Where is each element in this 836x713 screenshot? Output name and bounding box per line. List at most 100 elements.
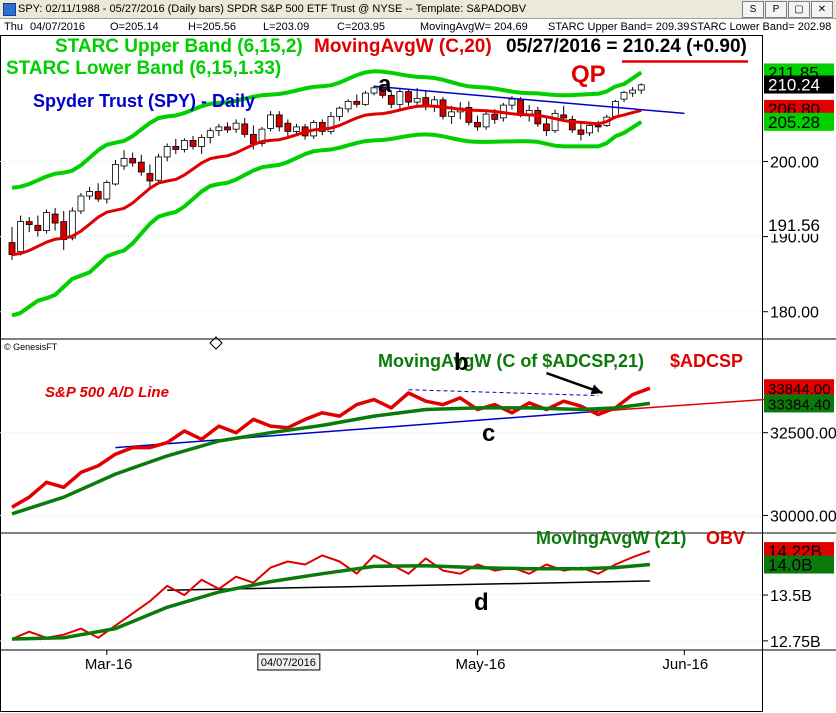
value-label-bg (764, 75, 834, 94)
legend-adcsp: $ADCSP (670, 351, 743, 371)
candle-body (120, 158, 128, 167)
candle-body (612, 100, 619, 117)
close-button[interactable]: ✕ (811, 1, 833, 18)
candle-body (629, 89, 637, 94)
candle (146, 164, 154, 190)
price-panel-title: Spyder Trust (SPY) - Daily (33, 91, 255, 111)
value-label-bg (764, 215, 834, 234)
candle-body (137, 161, 145, 173)
status-open: O=205.14 (110, 21, 159, 33)
value-label-text: 191.56 (768, 216, 820, 235)
candle (163, 143, 171, 162)
candle-body (189, 140, 197, 147)
candle (241, 117, 249, 138)
candle-body (163, 146, 171, 158)
candle-body (43, 212, 50, 231)
value-label: 33384.40 (764, 394, 834, 413)
chart-frame (0, 35, 763, 712)
y-tick-label: 12.75B (770, 634, 821, 651)
chart-area[interactable]: STARC Upper Band (6,15,2) MovingAvgW (C,2… (0, 35, 836, 713)
value-label-text: 33384.40 (768, 396, 831, 413)
candle (430, 96, 438, 112)
candle-body (249, 134, 257, 144)
candle (637, 83, 645, 94)
candle-body (86, 191, 93, 197)
candle (198, 134, 206, 154)
candle-body (387, 94, 395, 105)
candle (172, 138, 180, 154)
y-tick-label: 200.00 (770, 154, 819, 171)
status-day: Thu (4, 21, 23, 33)
candle (215, 123, 223, 136)
candle-body (577, 129, 585, 135)
candle (318, 119, 326, 136)
candle-body (267, 114, 275, 129)
value-label: 210.24 (764, 75, 834, 95)
candle-body (568, 118, 576, 131)
candle-body (491, 113, 499, 120)
value-label-text: 14.0B (768, 556, 812, 575)
arrow-head-icon (590, 384, 603, 395)
p-button[interactable]: P (765, 1, 787, 18)
candle-body (232, 122, 240, 130)
candle (224, 122, 231, 133)
candle (77, 193, 85, 215)
candle-body (336, 107, 343, 117)
candle-body (353, 100, 361, 105)
candle (43, 209, 50, 234)
value-label-bg (764, 555, 834, 574)
candle (17, 215, 25, 256)
value-label: 33844.00 (764, 379, 834, 398)
candle-body (180, 140, 188, 150)
candle (568, 115, 576, 133)
candle (34, 215, 42, 237)
candle-body (34, 224, 42, 231)
candle-body (620, 91, 628, 100)
candle-body (172, 146, 180, 150)
candle (344, 99, 352, 113)
candle (405, 89, 412, 106)
candle (112, 159, 119, 186)
status-bar: Thu 04/07/2016 O=205.14 H=205.56 L=203.0… (0, 19, 836, 35)
s-button[interactable]: S (742, 1, 764, 18)
status-lower-band: STARC Lower Band= 202.98 (690, 21, 832, 33)
ad-line (11, 386, 651, 509)
value-label-text: 210.24 (768, 76, 820, 95)
marker-diamond-icon (209, 336, 223, 350)
obv-line (11, 550, 651, 640)
candle-body (51, 213, 59, 224)
ad-panel-label: S&P 500 A/D Line (45, 384, 169, 401)
candle-body (318, 121, 326, 132)
legend-moving-avg: MovingAvgW (C,20) (314, 36, 492, 57)
candle (137, 154, 145, 176)
candle (155, 153, 162, 184)
candle-body (551, 112, 559, 132)
candle (94, 183, 102, 203)
candle-body (77, 195, 85, 212)
status-mavg: MovingAvgW= 204.69 (420, 21, 528, 33)
status-high: H=205.56 (188, 21, 237, 33)
maximize-button[interactable]: ▢ (788, 1, 810, 18)
candle (413, 87, 421, 108)
value-label: 14.0B (764, 555, 834, 575)
candle-body (517, 99, 524, 116)
x-tick-label: Jun-16 (662, 656, 708, 673)
ad-moving-average (11, 401, 651, 516)
window-title: SPY: 02/11/1988 - 05/27/2016 (Daily bars… (18, 3, 527, 15)
candle-body (543, 123, 550, 132)
candle (284, 119, 292, 139)
candle (370, 85, 378, 96)
candle-body (362, 92, 369, 105)
candle-body (465, 106, 473, 123)
moving-average-line (11, 104, 642, 257)
candle (189, 135, 197, 150)
y-tick-label: 32500.00 (770, 426, 836, 443)
ad-trendline (598, 397, 788, 412)
value-label: 191.56 (764, 215, 834, 235)
obv-trendline (167, 580, 650, 591)
candle (465, 101, 473, 126)
starc-lower-band (11, 120, 643, 318)
candle-body (637, 84, 645, 91)
ad-trendline (408, 389, 599, 397)
candle-body (560, 114, 568, 119)
